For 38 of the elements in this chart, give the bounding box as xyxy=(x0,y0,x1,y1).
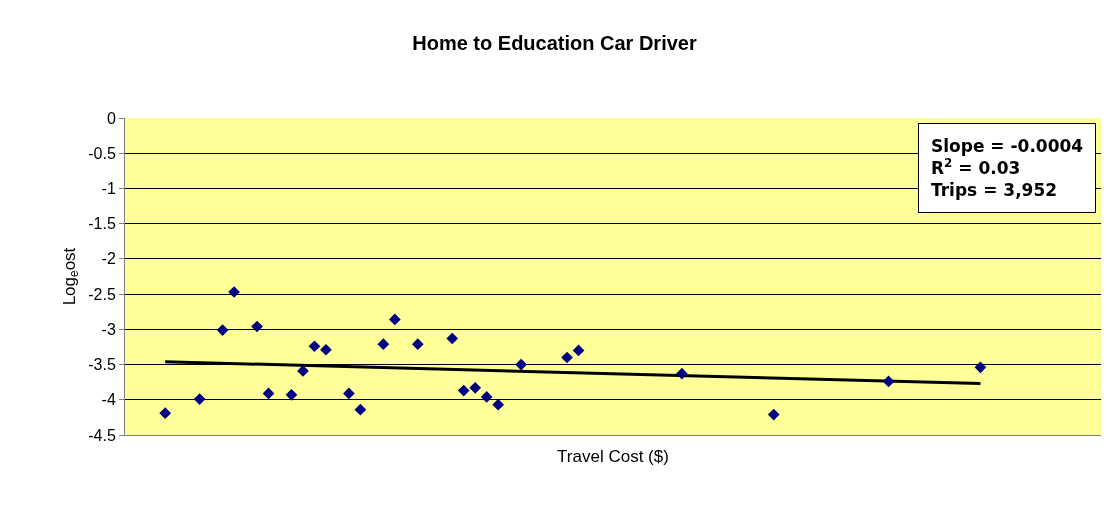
point xyxy=(446,332,459,345)
point xyxy=(262,387,275,400)
y-tick-label: -2 xyxy=(101,250,116,268)
chart-title: Home to Education Car Driver xyxy=(412,32,697,55)
point xyxy=(882,375,895,388)
point xyxy=(251,320,263,333)
y-tick-label: -0.5 xyxy=(88,144,116,162)
y-tick-label: -4.5 xyxy=(88,426,116,444)
y-tick-label: -1 xyxy=(101,180,116,198)
point xyxy=(308,340,321,353)
point xyxy=(343,387,355,400)
y-tick-label: -4 xyxy=(101,391,116,409)
point xyxy=(159,407,172,420)
annotation: Slope = -0.0004 R$^{2}$ = 0.03 Trips = 3,952 xyxy=(931,136,1084,201)
point xyxy=(377,338,390,350)
point xyxy=(457,384,470,397)
point xyxy=(285,389,298,401)
point xyxy=(515,358,527,371)
point xyxy=(572,344,585,357)
point xyxy=(492,398,505,411)
point xyxy=(411,338,424,350)
point xyxy=(561,351,573,364)
point xyxy=(193,393,206,405)
y-tick-label: 0 xyxy=(106,109,116,127)
point xyxy=(767,408,780,421)
point xyxy=(320,343,332,356)
point xyxy=(676,367,688,380)
x-axis-title: Travel Cost ($) xyxy=(557,447,669,467)
point xyxy=(480,391,493,403)
point xyxy=(388,313,401,326)
y-tick-label: -3.5 xyxy=(88,356,116,374)
point xyxy=(469,381,482,394)
point xyxy=(216,324,229,336)
y-tick-label: -2.5 xyxy=(88,285,116,303)
y-tick-label: -1.5 xyxy=(88,215,116,233)
y-tick-label: -3 xyxy=(101,320,116,338)
point xyxy=(354,403,367,416)
point xyxy=(974,361,987,374)
